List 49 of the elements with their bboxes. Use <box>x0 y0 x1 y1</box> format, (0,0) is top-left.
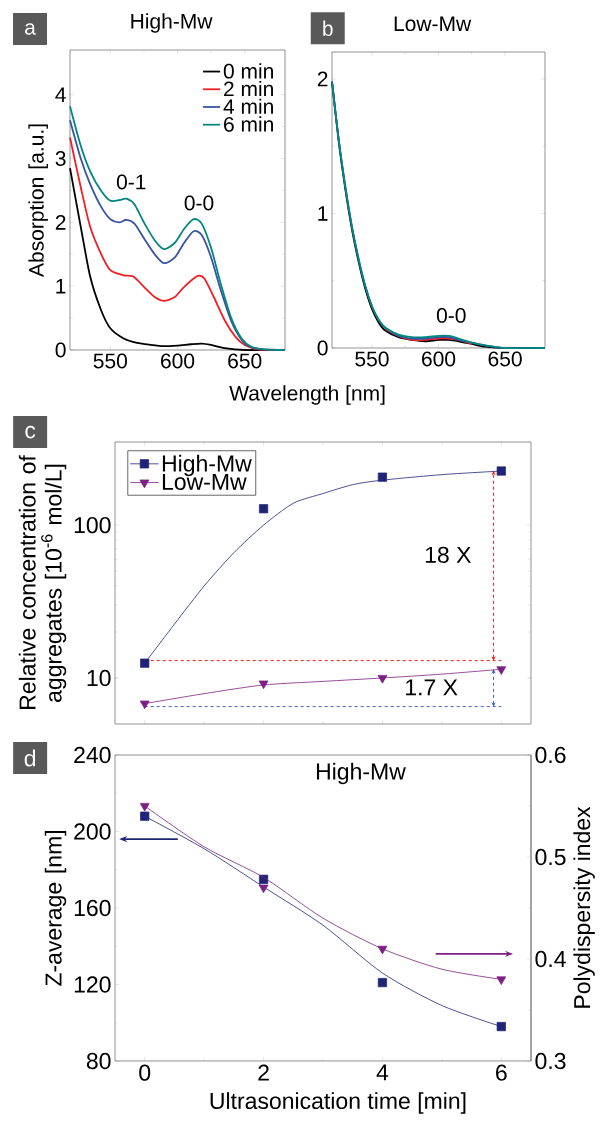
legend-label: 2 min <box>224 80 273 97</box>
y-tick-label: 1 <box>56 278 66 294</box>
annotation: 0-0 <box>184 195 214 211</box>
x-axis-title: Ultrasonication time [min] <box>210 1092 466 1114</box>
legend-label: 4 min <box>223 98 273 114</box>
y-tick-label: 80 <box>86 1052 111 1070</box>
y-axis-title: Absorption [a.u.] <box>28 124 48 277</box>
text: b <box>323 20 333 37</box>
y2-tick-label: 0.6 <box>535 746 566 764</box>
annotation: 0-0 <box>436 307 466 323</box>
x-tick-label: 650 <box>228 353 262 369</box>
y-tick-label: 1 <box>318 206 328 221</box>
text: c <box>25 425 36 439</box>
y-tick-label: 100 <box>74 516 111 534</box>
y-tick-label: 240 <box>74 746 111 764</box>
y-tick-label: 2 <box>317 71 328 87</box>
text: d <box>24 749 36 767</box>
x-tick-label: 600 <box>422 351 456 367</box>
x-tick-label: 550 <box>355 351 389 367</box>
x-tick-label: 6 <box>496 1064 507 1081</box>
legend-label: 6 min <box>224 116 273 132</box>
annotation: 0-1 <box>116 174 146 190</box>
text: a <box>25 23 36 35</box>
y-tick-label: 4 <box>55 87 66 102</box>
y-tick-label: 160 <box>74 899 111 917</box>
y-tick-label: 200 <box>74 823 111 840</box>
y-tick-label: 10 <box>87 669 111 687</box>
y-tick-label: 120 <box>74 976 111 993</box>
y-tick-label: 3 <box>55 151 66 166</box>
y2-tick-label: 0.5 <box>535 848 566 866</box>
annotation: 1.7 X <box>406 679 458 696</box>
y-tick-label: 0 <box>317 340 328 356</box>
y-tick-label: 2 <box>55 215 66 230</box>
y2-tick-label: 0.4 <box>535 950 566 968</box>
y2-axis-title: Polydispersity index <box>573 806 595 1008</box>
legend-label: 0 min <box>223 63 273 79</box>
x-axis-title: Wavelength [nm] <box>229 385 385 405</box>
x-tick-label: 650 <box>488 351 522 367</box>
chart-title: High-Mw <box>316 762 406 785</box>
x-tick-label: 600 <box>161 353 195 369</box>
x-tick-label: 4 <box>376 1064 389 1081</box>
annotation: 18 X <box>425 546 471 563</box>
y-axis-title: Z-average [nm] <box>44 831 67 986</box>
chart-title: Low-Mw <box>394 16 472 32</box>
y2-tick-label: 0.3 <box>535 1052 566 1070</box>
x-tick-label: 550 <box>93 353 127 369</box>
chart-title: High-Mw <box>131 13 213 33</box>
x-tick-label: 0 <box>139 1064 151 1081</box>
x-tick-label: 2 <box>258 1064 269 1081</box>
